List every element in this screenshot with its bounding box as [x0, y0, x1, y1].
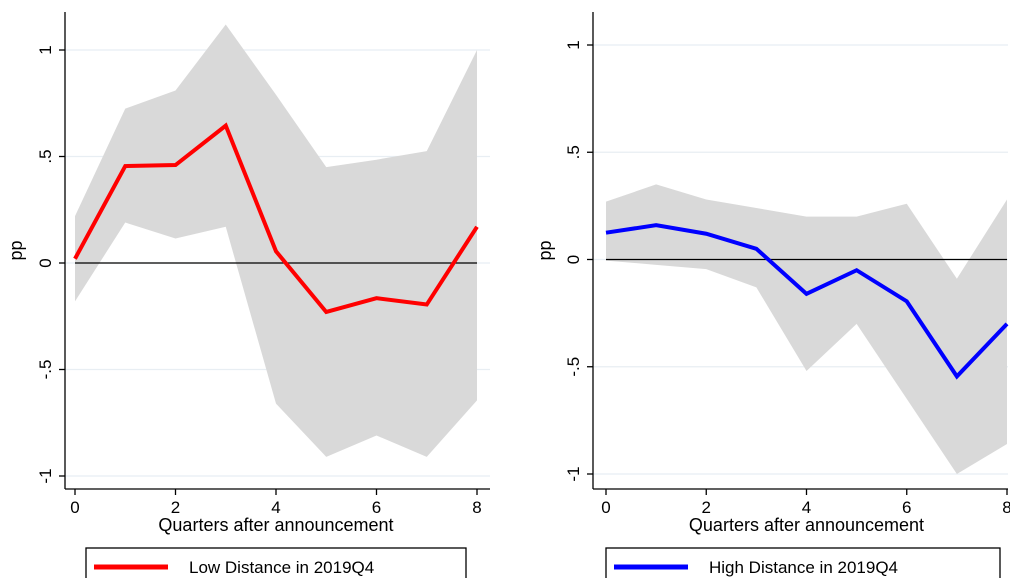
y-tick-labels: -1 -.5 0 .5 1: [36, 45, 65, 484]
y-tick-label: 0: [564, 255, 583, 264]
confidence-band-area: [75, 24, 477, 457]
axes: [64, 12, 490, 490]
x-tick-label: 2: [702, 498, 711, 517]
chart-panel-left: -1 -.5 0 .5 1 0 2 4 6 8 pp Quarters after announ…: [6, 12, 490, 578]
y-tick-label: 0: [36, 258, 55, 267]
legend-box: [605, 547, 1001, 578]
x-axis-title: Quarters after announcement: [158, 515, 393, 535]
x-tick-label: 6: [902, 498, 911, 517]
x-tick-label: 2: [171, 498, 180, 517]
legend: High Distance in 2019Q4: [605, 547, 1001, 578]
x-tick-label: 0: [601, 498, 610, 517]
x-tick-label: 6: [372, 498, 381, 517]
y-tick-label: -1: [36, 468, 55, 483]
x-tick-label: 8: [472, 498, 481, 517]
y-tick-label: -.5: [36, 360, 55, 380]
legend: Low Distance in 2019Q4: [85, 547, 467, 578]
confidence-band: [75, 24, 477, 457]
x-tick-labels: 0 2 4 6 8: [601, 489, 1010, 517]
y-tick-label: -1: [564, 466, 583, 481]
series-line: [605, 223, 1009, 380]
x-tick-label: 4: [271, 498, 280, 517]
y-tick-label: -.5: [564, 357, 583, 377]
y-tick-label: 1: [36, 45, 55, 54]
y-tick-label: 1: [564, 40, 583, 49]
legend-label: High Distance in 2019Q4: [709, 558, 898, 577]
x-tick-label: 8: [1002, 498, 1010, 517]
x-tick-labels: 0 2 4 6 8: [70, 489, 482, 517]
confidence-band-area: [606, 184, 1007, 475]
x-tick-label: 0: [70, 498, 79, 517]
y-tick-label: .5: [564, 145, 583, 159]
x-axis-title: Quarters after announcement: [689, 515, 924, 535]
y-tick-label: .5: [36, 149, 55, 163]
x-tick-label: 4: [802, 498, 811, 517]
y-axis-title: pp: [6, 240, 26, 260]
axes: [592, 12, 1008, 490]
y-axis-title: pp: [535, 240, 555, 260]
series-line: [73, 122, 479, 315]
legend-box: [85, 547, 467, 578]
legend-label: Low Distance in 2019Q4: [189, 558, 374, 577]
confidence-band: [606, 184, 1007, 475]
chart-panel-right: -1 -.5 0 .5 1 0 2 4 6 8 pp Quarters after announ…: [535, 12, 1010, 578]
y-tick-labels: -1 -.5 0 .5 1: [564, 40, 593, 482]
